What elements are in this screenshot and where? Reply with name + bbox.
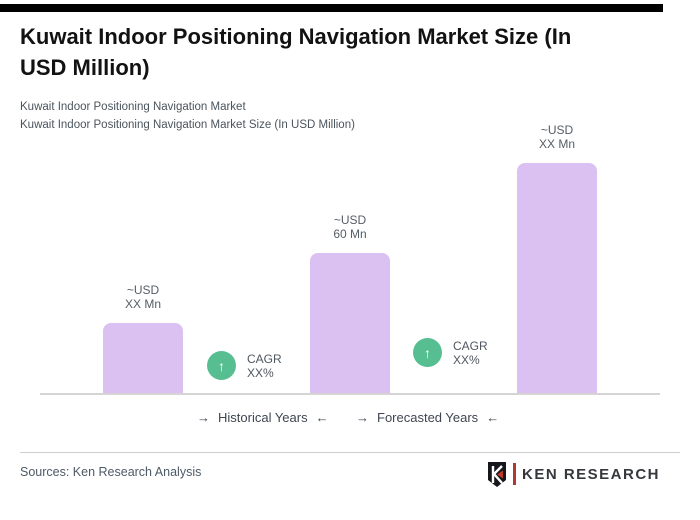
up-arrow-icon: ↑ [207, 351, 236, 380]
logo-shield-icon [488, 461, 506, 487]
cagr-value: XX% [453, 352, 480, 367]
x-axis-line [40, 393, 660, 395]
subtitle-line-2: Kuwait Indoor Positioning Navigation Mar… [20, 119, 355, 131]
bar-value-label-forecast: ~USD XX Mn [507, 123, 607, 151]
ken-research-logo: KEN RESEARCH [487, 460, 660, 488]
bar-value-label-historical: ~USD XX Mn [93, 283, 193, 311]
arrow-left-icon: ← [486, 410, 500, 425]
cagr-text: CAGR XX% [453, 339, 488, 367]
logo-divider [513, 463, 516, 485]
forecasted-years-label: Forecasted Years [377, 410, 479, 425]
subtitle-line-1: Kuwait Indoor Positioning Navigation Mar… [20, 101, 246, 113]
cagr-label: CAGR [247, 351, 282, 366]
page-title: Kuwait Indoor Positioning Navigation Mar… [20, 21, 571, 83]
up-arrow-glyph: ↑ [424, 344, 431, 361]
arrow-left-icon: ← [315, 410, 329, 425]
historical-years-label: Historical Years [218, 410, 308, 425]
up-arrow-glyph: ↑ [218, 357, 225, 374]
footer-divider [20, 452, 680, 453]
arrow-right-icon: → [356, 410, 369, 425]
title-line-1: Kuwait Indoor Positioning Navigation Mar… [20, 24, 572, 49]
bar-forecast [517, 163, 597, 393]
bar-historical [103, 323, 183, 393]
bar-label-line2: 60 Mn [333, 227, 367, 241]
bar-label-line1: ~USD [333, 213, 367, 227]
bar-value-label-base: ~USD 60 Mn [300, 213, 400, 241]
logo-wordmark: KEN RESEARCH [522, 465, 661, 483]
bar-base-year [310, 253, 390, 393]
title-line-2: USD Million) [20, 55, 150, 80]
bar-label-line1: ~USD [540, 123, 574, 137]
axis-group-historical: → Historical Years ← [197, 410, 329, 426]
bar-label-line1: ~USD [126, 283, 160, 297]
arrow-right-icon: → [197, 410, 210, 425]
bar-label-line2: XX Mn [538, 137, 575, 151]
axis-group-forecasted: → Forecasted Years ← [356, 410, 499, 426]
cagr-badge-forecast: ↑ CAGR XX% [413, 338, 488, 367]
cagr-badge-historical: ↑ CAGR XX% [207, 351, 282, 380]
up-arrow-icon: ↑ [413, 338, 442, 367]
sources-text: Sources: Ken Research Analysis [20, 465, 202, 479]
chart-subtitle: Kuwait Indoor Positioning Navigation Mar… [20, 98, 355, 134]
cagr-text: CAGR XX% [247, 352, 282, 380]
bar-label-line2: XX Mn [124, 297, 161, 311]
cagr-label: CAGR [453, 338, 488, 353]
top-progress-bar [0, 4, 663, 12]
cagr-value: XX% [247, 365, 274, 380]
